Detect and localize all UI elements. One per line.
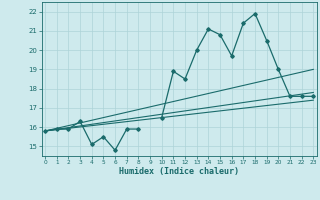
X-axis label: Humidex (Indice chaleur): Humidex (Indice chaleur)	[119, 167, 239, 176]
